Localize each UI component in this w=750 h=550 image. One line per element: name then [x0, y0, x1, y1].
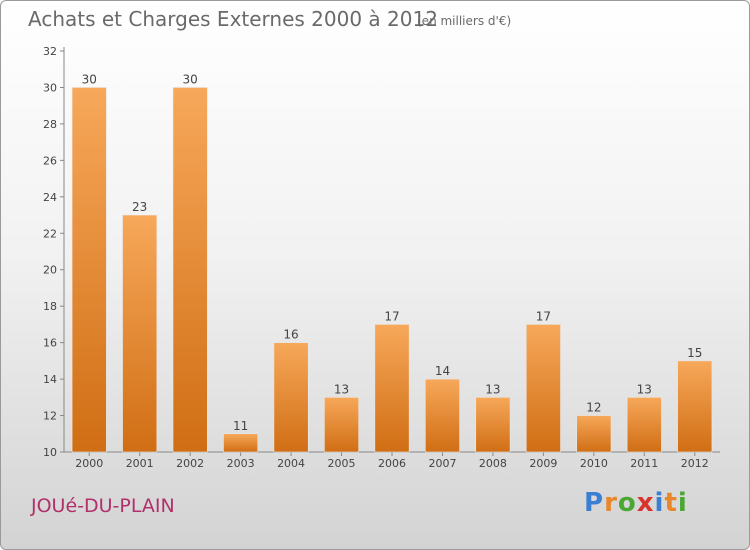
city-name: JOUé-DU-PLAIN [31, 495, 175, 517]
y-tick-label: 22 [43, 227, 57, 240]
x-tick-label: 2008 [479, 457, 507, 470]
y-tick-label: 28 [43, 118, 57, 131]
bar-2008 [475, 397, 511, 453]
x-tick-label: 2005 [328, 457, 356, 470]
bar-2004 [273, 342, 309, 453]
chart-title: Achats et Charges Externes 2000 à 2012 [28, 7, 438, 31]
x-tick-label: 2011 [630, 457, 658, 470]
bar-2009 [525, 324, 561, 453]
y-tick-label: 14 [43, 373, 57, 386]
data-label-2002: 30 [183, 72, 198, 86]
y-tick-label: 30 [43, 81, 57, 94]
bar-2002 [172, 87, 208, 453]
x-tick-label: 2009 [529, 457, 557, 470]
logo-letter: i [654, 488, 665, 518]
x-tick-label: 2006 [378, 457, 406, 470]
bar-2003 [223, 433, 259, 453]
proxiti-logo: Proxiti [584, 488, 688, 518]
bars [71, 87, 713, 453]
logo-letter: t [664, 488, 678, 518]
logo-letter: P [584, 488, 605, 518]
data-label-2010: 12 [586, 401, 601, 415]
x-tick-label: 2007 [428, 457, 456, 470]
data-label-2000: 30 [82, 72, 97, 86]
bar-2012 [677, 360, 713, 453]
y-tick-label: 18 [43, 300, 57, 313]
data-label-2003: 11 [233, 419, 248, 433]
data-label-2008: 13 [485, 382, 500, 396]
y-tick-label: 20 [43, 264, 57, 277]
bar-2007 [425, 378, 460, 453]
x-tick-label: 2000 [75, 457, 103, 470]
bar-2005 [324, 397, 359, 453]
x-tick-label: 2012 [681, 457, 709, 470]
data-label-2009: 17 [536, 309, 551, 323]
data-label-2005: 13 [334, 382, 349, 396]
x-tick-label: 2010 [580, 457, 608, 470]
chart-unit: (en milliers d'€) [417, 14, 512, 28]
x-tick-label: 2002 [176, 457, 204, 470]
data-label-2011: 13 [637, 382, 652, 396]
bar-2001 [122, 214, 158, 453]
x-tick-label: 2004 [277, 457, 305, 470]
y-tick-label: 24 [43, 191, 57, 204]
logo-letter: o [617, 488, 637, 518]
logo-letter: i [677, 488, 688, 518]
bar-2011 [626, 397, 662, 453]
y-tick-label: 12 [43, 410, 57, 423]
data-label-2006: 17 [384, 309, 399, 323]
bar-2006 [374, 324, 410, 453]
y-tick-label: 32 [43, 45, 57, 58]
x-tick-label: 2001 [126, 457, 154, 470]
x-tick-label: 2003 [227, 457, 255, 470]
logo-letter: x [636, 488, 655, 518]
data-label-2012: 15 [687, 346, 702, 360]
data-label-2004: 16 [283, 328, 298, 342]
logo-letter: r [604, 488, 618, 518]
y-tick-label: 26 [43, 154, 57, 167]
labels: 10 12 14 16 18 20 22 24 26 28 30 32 30 2000 23 2001 30 20… [43, 45, 709, 470]
data-label-2001: 23 [132, 200, 147, 214]
data-label-2007: 14 [435, 364, 450, 378]
y-tick-label: 10 [43, 446, 57, 459]
y-tick-label: 16 [43, 337, 57, 350]
bar-2000 [71, 87, 107, 453]
bar-2010 [576, 415, 612, 453]
